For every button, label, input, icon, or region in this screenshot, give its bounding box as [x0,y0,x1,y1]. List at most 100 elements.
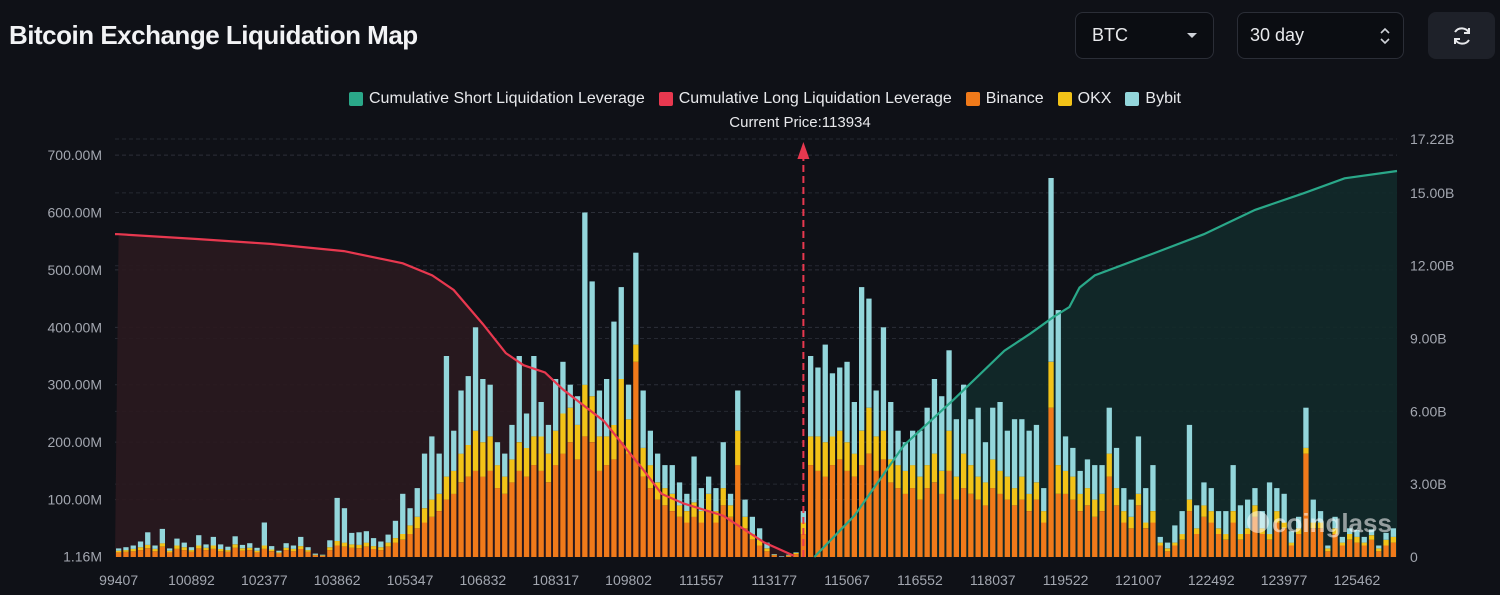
bar-bybit [735,390,741,431]
bar-bybit [130,545,136,549]
bar-okx [225,550,231,552]
bar-bybit [1252,488,1258,506]
bar-okx [334,540,340,546]
bar-okx [1237,534,1244,540]
bar-binance [997,493,1003,557]
bar-bybit [720,442,726,489]
bar-binance [910,488,916,557]
bar-binance [1099,511,1105,557]
bar-bybit [116,548,122,551]
bar-okx [1128,516,1134,529]
legend-item[interactable]: OKX [1057,90,1111,108]
chevron-up-down-icon [1380,27,1390,44]
bar-binance [1004,499,1010,557]
bar-bybit [1245,499,1251,529]
bar-okx [502,476,508,494]
bar-okx [1026,493,1032,511]
bar-okx [196,545,202,549]
bar-binance [458,482,464,557]
bar-okx [1033,482,1040,500]
bar-okx [1092,499,1098,517]
bar-binance [1325,551,1331,557]
x-axis-tick-label: 99407 [99,572,138,588]
legend-item[interactable]: Cumulative Short Liquidation Leverage [348,90,645,108]
bar-okx [742,516,748,529]
bar-bybit [778,556,785,557]
bar-binance [1011,505,1018,557]
refresh-icon [1453,26,1470,45]
bar-binance [1208,522,1214,557]
bar-binance [1019,499,1025,557]
bar-binance [1245,534,1251,557]
legend-item[interactable]: Cumulative Long Liquidation Leverage [658,90,952,108]
bar-okx [1077,493,1083,511]
bar-bybit [1164,542,1171,549]
bar-binance [443,499,450,557]
bar-bybit [1113,447,1120,489]
bar-okx [1106,453,1112,477]
bar-okx [276,552,282,554]
bar-okx [866,407,872,454]
bar-okx [1383,539,1389,546]
bar-binance [1310,528,1316,557]
bar-binance [604,465,610,557]
bar-okx [1048,361,1054,408]
bar-okx [735,430,741,466]
bar-bybit [946,350,952,431]
bar-bybit [640,390,646,448]
bar-okx [239,548,246,551]
bar-bybit [574,396,581,425]
bar-okx [407,525,413,534]
bar-bybit [1172,525,1178,543]
bar-okx [1172,542,1178,546]
bar-okx [589,396,595,443]
bar-okx [815,436,821,471]
legend-item[interactable]: Binance [965,90,1044,108]
chart-legend: Cumulative Short Liquidation Leverage Cum… [0,90,1500,108]
bar-binance [494,488,501,557]
bar-binance [924,488,930,557]
bar-okx [1084,488,1091,506]
legend-swatch [1057,92,1072,106]
bar-bybit [924,407,930,466]
bar-binance [247,550,253,557]
bar-okx [305,550,311,552]
bar-bybit [800,511,806,523]
refresh-button[interactable] [1428,12,1495,59]
x-axis-tick-label: 116552 [897,572,943,588]
bar-bybit [349,532,355,545]
bar-okx [684,511,690,523]
bar-okx [218,549,224,552]
legend-item[interactable]: Bybit [1125,90,1181,108]
bar-bybit [538,402,544,437]
bar-binance [968,493,974,557]
bar-bybit [1048,178,1054,362]
bar-bybit [378,541,384,548]
bar-bybit [1215,511,1222,529]
bar-okx [946,430,952,471]
bar-binance [1390,542,1396,557]
bar-bybit [283,543,289,548]
bar-bybit [334,497,340,541]
bar-okx [320,555,326,556]
bar-okx [895,465,901,489]
bar-bybit [509,424,515,460]
bar-okx [167,550,173,553]
bar-bybit [1135,436,1142,494]
bar-binance [152,551,158,557]
bar-bybit [407,508,413,526]
bar-bybit [713,488,719,512]
range-select[interactable]: 30 day [1237,12,1404,59]
bar-bybit [1266,482,1273,535]
bar-okx [647,465,653,489]
bar-binance [451,493,457,557]
bar-binance [931,482,938,557]
bar-okx [1004,476,1010,500]
asset-select[interactable]: BTC [1075,12,1214,59]
bar-binance [662,505,668,557]
bar-okx [1215,528,1222,534]
bar-binance [1223,539,1229,557]
bar-bybit [808,356,814,437]
bar-binance [1164,551,1171,557]
x-axis-tick-label: 118037 [970,572,1016,588]
